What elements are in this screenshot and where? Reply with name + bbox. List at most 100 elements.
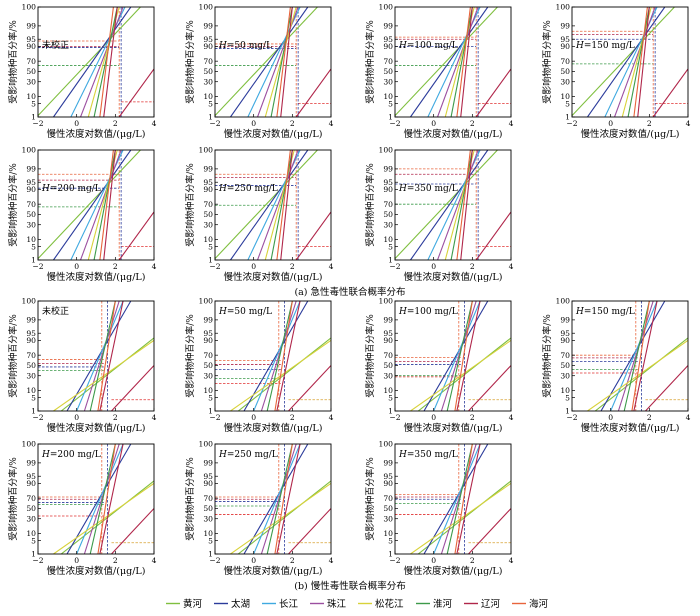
x-tick-label: 4	[509, 119, 514, 128]
y-tick-label: 70	[26, 494, 36, 503]
x-tick-label: −2	[209, 262, 220, 271]
y-axis-label: 受影响物种百分率/%	[541, 20, 553, 104]
y-tick-label: 100	[22, 3, 37, 12]
y-tick-label: 10	[560, 92, 570, 101]
x-tick-label: 0	[251, 413, 256, 422]
y-tick-label: 99	[26, 164, 36, 173]
condition-h-symbol: H	[218, 307, 227, 317]
y-tick-label: 70	[383, 200, 393, 209]
axes-frame	[214, 6, 332, 118]
y-tick-label: 5	[388, 99, 393, 108]
x-tick-label: 4	[329, 262, 334, 271]
y-tick-label: 95	[203, 35, 213, 44]
y-tick-label: 70	[560, 351, 570, 360]
caption-chronic: (b) 慢性毒性联合概率分布	[294, 580, 406, 592]
series-line-海河	[456, 150, 471, 260]
series-line-太湖	[423, 301, 489, 411]
y-tick-label: 10	[26, 529, 36, 538]
condition-h-symbol: H	[575, 307, 584, 317]
y-tick-label: 90	[203, 479, 213, 488]
condition-label: H=50 mg/L	[218, 307, 272, 317]
x-axis-label: 慢性浓度对数值/(μg/L)	[404, 128, 503, 140]
condition-label: H=250 mg/L	[218, 184, 278, 194]
series-line-黄河	[215, 150, 318, 260]
y-tick-label: 95	[560, 329, 570, 338]
plot-area	[215, 301, 331, 411]
condition-h-value: =250 mg/L	[227, 184, 278, 194]
x-tick-label: 0	[608, 413, 613, 422]
x-tick-label: 0	[431, 556, 436, 565]
y-tick-label: 100	[199, 146, 214, 155]
y-tick-label: 1	[208, 113, 213, 122]
y-tick-label: 5	[208, 536, 213, 545]
series-line-辽河	[103, 150, 116, 260]
condition-label: H=150 mg/L	[575, 307, 635, 317]
series-line-黄河	[215, 7, 318, 117]
axes-frame	[394, 6, 512, 118]
y-tick-label: 30	[203, 514, 213, 523]
x-tick-label: −2	[32, 413, 43, 422]
plot-area	[38, 301, 154, 411]
y-tick-label: 90	[203, 42, 213, 51]
plot-lines	[215, 150, 331, 260]
y-axis-label: 受影响物种百分率/%	[7, 457, 19, 541]
y-tick-label: 50	[383, 67, 393, 76]
y-tick-label: 1	[208, 256, 213, 265]
series-line-辽河	[280, 7, 293, 117]
y-tick-label: 90	[203, 185, 213, 194]
legend-item-黄河: 黄河	[166, 598, 203, 610]
y-tick-label: 100	[379, 146, 394, 155]
condition-h-symbol: H	[398, 450, 407, 460]
series-line-珠江	[437, 150, 479, 260]
y-tick-label: 10	[26, 235, 36, 244]
x-tick-label: −2	[389, 119, 400, 128]
axes-frame	[37, 149, 155, 261]
x-tick-label: −2	[566, 413, 577, 422]
y-tick-label: 95	[383, 35, 393, 44]
axes-frame	[214, 149, 332, 261]
y-tick-label: 1	[388, 550, 393, 559]
series-line-海河	[276, 7, 291, 117]
y-tick-label: 90	[383, 336, 393, 345]
condition-h-value: =100 mg/L	[407, 307, 458, 317]
series-line-淮河	[446, 444, 473, 554]
series-line-松花江	[264, 150, 295, 260]
y-tick-label: 1	[388, 407, 393, 416]
x-tick-label: −2	[209, 556, 220, 565]
y-tick-label: 1	[565, 407, 570, 416]
y-tick-label: 99	[26, 458, 36, 467]
plot-area	[395, 301, 511, 411]
legend-item-太湖: 太湖	[214, 598, 250, 610]
legend-item-辽河: 辽河	[464, 598, 501, 610]
y-axis-label: 受影响物种百分率/%	[184, 20, 196, 104]
y-tick-label: 70	[203, 351, 213, 360]
y-tick-label: 50	[383, 504, 393, 513]
y-tick-label: 70	[383, 351, 393, 360]
y-tick-label: 30	[560, 371, 570, 380]
plot-lines	[572, 301, 688, 411]
plot-lines	[395, 301, 511, 411]
plot-lines	[215, 444, 331, 554]
condition-h-value: =200 mg/L	[50, 450, 101, 460]
series-line-辽河	[103, 7, 118, 117]
y-tick-label: 10	[203, 529, 213, 538]
y-tick-label: 50	[203, 67, 213, 76]
y-tick-label: 1	[31, 113, 36, 122]
y-tick-label: 99	[26, 315, 36, 324]
y-tick-label: 70	[26, 200, 36, 209]
x-axis-label: 慢性浓度对数值/(μg/L)	[224, 565, 323, 577]
series-line-黄河	[395, 7, 498, 117]
y-tick-label: 70	[203, 57, 213, 66]
legend-item-淮河: 淮河	[416, 598, 453, 610]
plot-lines	[215, 7, 331, 117]
series-line-辽河	[633, 301, 658, 411]
series-line-黄河	[572, 7, 675, 117]
series-line-珠江	[80, 150, 122, 260]
series-line-淮河	[266, 444, 293, 554]
y-tick-label: 95	[383, 472, 393, 481]
y-tick-label: 10	[383, 92, 393, 101]
